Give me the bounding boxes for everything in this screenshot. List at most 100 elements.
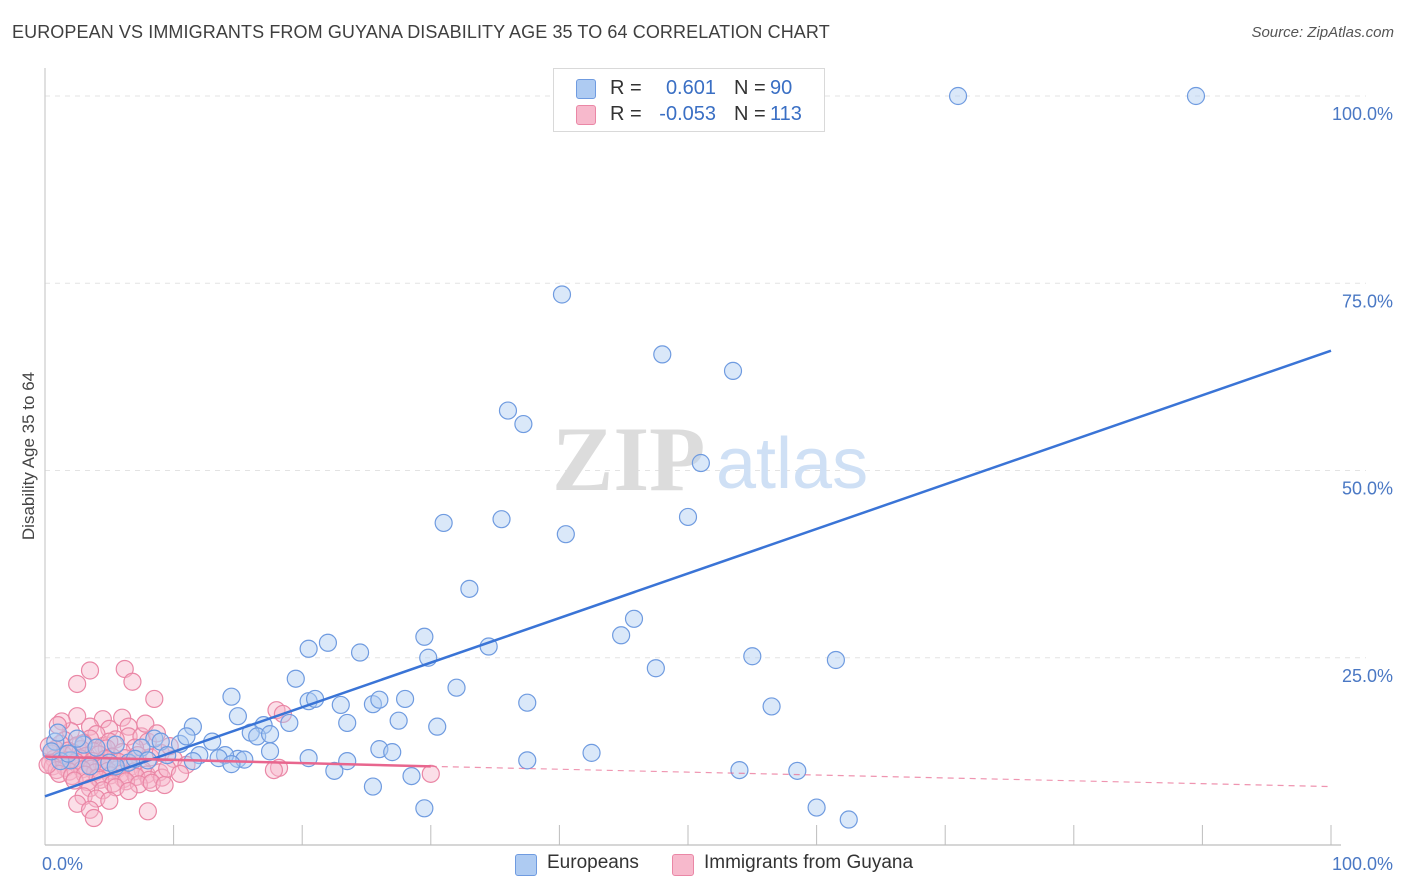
x-tick-label: 100.0% xyxy=(1332,854,1393,874)
guyana-point xyxy=(155,775,174,795)
europeans-point xyxy=(624,609,644,628)
y-tick-label: 50.0% xyxy=(1342,479,1393,499)
guyana-point xyxy=(264,760,284,780)
y-tick-label: 75.0% xyxy=(1342,291,1393,311)
legend-n-value: 113 xyxy=(770,103,802,125)
guyana-point xyxy=(80,661,100,680)
europeans-point xyxy=(222,687,241,706)
europeans-point xyxy=(492,510,511,529)
y-axis-title: Disability Age 35 to 64 xyxy=(19,372,38,540)
europeans-point xyxy=(788,761,807,780)
watermark-zip: ZIP xyxy=(552,408,705,510)
europeans-point xyxy=(402,766,421,786)
europeans-point xyxy=(552,285,572,304)
guyana-point xyxy=(170,764,190,783)
legend-n-value: 90 xyxy=(770,77,793,99)
europeans-point xyxy=(518,751,537,770)
legend-row-europeans: R = 0.601 N = 90 xyxy=(554,75,824,101)
legend-r-label: R = xyxy=(610,77,642,99)
europeans-point xyxy=(415,627,434,646)
legend-label-guyana: Immigrants from Guyana xyxy=(704,852,914,873)
europeans-point xyxy=(325,761,344,780)
watermark: ZIP atlas xyxy=(552,408,868,510)
europeans-point xyxy=(80,757,100,776)
legend-n-label: N = xyxy=(734,77,766,99)
europeans-point xyxy=(106,735,125,754)
europeans-point xyxy=(678,507,698,527)
guyana-point xyxy=(100,791,119,810)
europeans-point xyxy=(447,678,466,697)
europeans-point xyxy=(183,717,202,736)
guyana-point xyxy=(136,714,155,733)
guyana-point xyxy=(84,808,103,828)
europeans-point xyxy=(222,755,241,774)
europeans-point xyxy=(299,639,318,658)
europeans-point xyxy=(415,799,434,818)
guyana-trend-line xyxy=(44,755,431,768)
europeans-point xyxy=(338,713,357,733)
europeans-point xyxy=(286,669,305,688)
europeans-points xyxy=(42,86,1206,829)
legend-r-label: R = xyxy=(610,103,642,125)
europeans-point xyxy=(646,659,665,678)
europeans-point xyxy=(514,414,533,434)
europeans-point xyxy=(730,760,749,780)
x-tick-label: 0.0% xyxy=(42,854,83,874)
europeans-point xyxy=(228,707,247,726)
europeans-point xyxy=(383,743,402,762)
legend-swatch-blue xyxy=(576,79,596,99)
europeans-point xyxy=(582,743,601,762)
europeans-trend-line xyxy=(44,349,1332,798)
europeans-point xyxy=(280,713,299,733)
europeans-point xyxy=(389,711,408,730)
europeans-point xyxy=(177,727,196,746)
legend-n-label: N = xyxy=(734,103,766,125)
europeans-point xyxy=(395,689,415,709)
legend-r-value: 0.601 xyxy=(665,77,716,99)
guyana-point xyxy=(152,768,172,787)
axes xyxy=(44,68,1341,846)
europeans-point xyxy=(434,513,453,533)
tick-labels: 100.0% 75.0% 50.0% 25.0% 0.0% 100.0% xyxy=(42,104,1393,874)
europeans-point xyxy=(826,650,845,670)
legend-r-value: -0.053 xyxy=(659,103,716,125)
europeans-point xyxy=(518,693,537,712)
y-tick-label: 100.0% xyxy=(1332,104,1393,124)
europeans-point xyxy=(723,361,743,380)
europeans-point xyxy=(1186,86,1206,106)
gridlines xyxy=(45,95,1366,659)
guyana-point xyxy=(68,674,87,694)
europeans-point xyxy=(653,345,672,364)
europeans-point xyxy=(839,810,858,829)
europeans-point xyxy=(428,717,447,736)
europeans-point xyxy=(48,723,67,742)
watermark-atlas: atlas xyxy=(716,424,868,504)
source-label: Source: ZipAtlas.com xyxy=(1251,24,1394,41)
guyana-point xyxy=(123,672,142,691)
europeans-point xyxy=(87,738,106,757)
chart-title: EUROPEAN VS IMMIGRANTS FROM GUYANA DISAB… xyxy=(12,22,830,42)
guyana-point xyxy=(421,764,440,783)
europeans-point xyxy=(318,633,338,652)
europeans-point xyxy=(762,697,781,716)
europeans-point xyxy=(363,777,383,796)
guyana-point xyxy=(145,689,164,709)
europeans-point xyxy=(807,798,826,817)
europeans-point xyxy=(948,86,968,106)
legend-row-guyana: R = -0.053 N = 113 xyxy=(554,101,824,127)
europeans-point xyxy=(260,742,280,761)
europeans-point xyxy=(460,579,479,598)
europeans-point xyxy=(370,690,389,709)
europeans-point xyxy=(260,725,280,744)
europeans-point xyxy=(691,453,710,473)
legend-swatch-guyana xyxy=(672,854,694,876)
europeans-point xyxy=(68,729,87,748)
guyana-point xyxy=(113,708,132,727)
legend-swatch-europeans xyxy=(515,854,537,876)
guyana-point xyxy=(138,802,157,821)
guyana-trend-extension xyxy=(430,765,1332,788)
stats-legend: R = 0.601 N = 90 R = -0.053 N = 113 xyxy=(553,68,825,132)
europeans-point xyxy=(331,695,350,715)
europeans-point xyxy=(59,744,78,763)
legend-swatch-pink xyxy=(576,105,596,125)
